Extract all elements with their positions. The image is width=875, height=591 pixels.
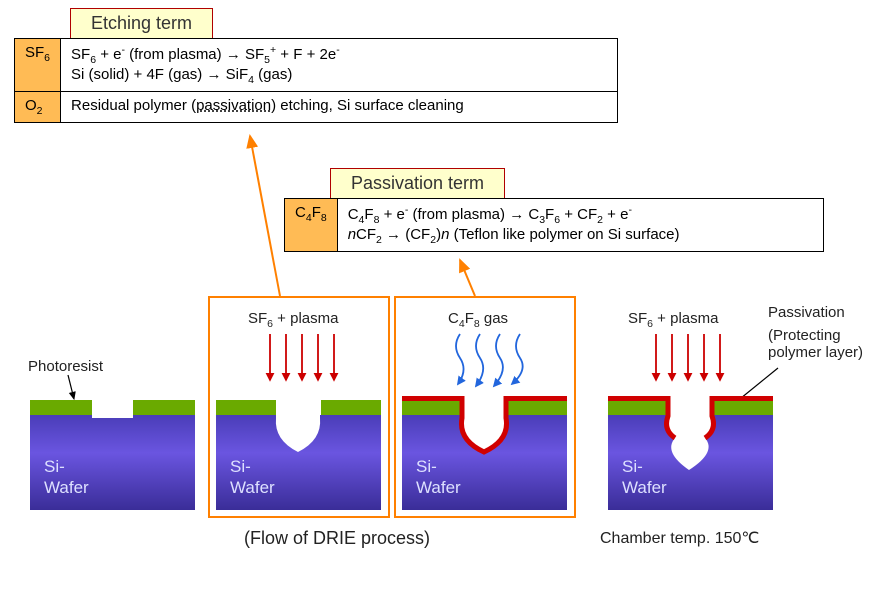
- wafer4-pass-right: [713, 396, 773, 401]
- label-sf6-plasma-1: SF6 + plasma: [248, 310, 338, 330]
- wafer3-hole: [455, 396, 514, 460]
- wafer3-pass-right: [507, 396, 567, 401]
- label-passivation-note: Passivation (Protecting polymer layer): [768, 304, 875, 361]
- wafer1-hole: [92, 400, 133, 418]
- wafer2-hole: [271, 400, 326, 458]
- wafer4-pass-left: [608, 396, 668, 401]
- wafer2-pr-left: [216, 400, 276, 415]
- passivation-note-l3: polymer layer): [768, 344, 875, 361]
- wafer1-pr-left: [30, 400, 92, 415]
- wafer4-hole: [661, 396, 720, 478]
- wafer1-label: Si-Wafer: [44, 457, 89, 498]
- wafer4-pr-right: [713, 400, 773, 415]
- wafer3-pr-left: [402, 400, 462, 415]
- plasma-arrows-stage4: [648, 332, 728, 392]
- wafer3-label: Si-Wafer: [416, 457, 461, 498]
- wafer1-pr-right: [133, 400, 195, 415]
- wafer-stage3: Si-Wafer: [402, 400, 567, 510]
- passivation-note-l2: (Protecting: [768, 327, 875, 344]
- passivation-note-l1: Passivation: [768, 304, 875, 321]
- wafer-stage1: Si-Wafer: [30, 400, 195, 510]
- wafer2-pr-right: [321, 400, 381, 415]
- chamber-temp: Chamber temp. 150℃: [600, 528, 759, 548]
- flow-caption: (Flow of DRIE process): [244, 528, 430, 549]
- gas-arrows-stage3: [442, 332, 542, 396]
- wafer-stage4: Si-Wafer: [608, 400, 773, 510]
- label-c4f8-gas: C4F8 gas: [448, 310, 508, 330]
- label-photoresist: Photoresist: [28, 358, 103, 375]
- wafer4-pr-left: [608, 400, 668, 415]
- wafer2-label: Si-Wafer: [230, 457, 275, 498]
- plasma-arrows-stage2: [262, 332, 342, 392]
- wafer4-label: Si-Wafer: [622, 457, 667, 498]
- label-sf6-plasma-2: SF6 + plasma: [628, 310, 718, 330]
- wafer3-pass-left: [402, 396, 462, 401]
- wafer3-pr-right: [507, 400, 567, 415]
- wafer-stage2: Si-Wafer: [216, 400, 381, 510]
